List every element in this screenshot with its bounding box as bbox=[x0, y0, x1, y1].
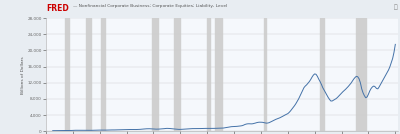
Y-axis label: Billions of Dollars: Billions of Dollars bbox=[21, 56, 25, 94]
Bar bbox=[215, 18, 222, 131]
Bar bbox=[356, 18, 366, 131]
Text: ⤢: ⤢ bbox=[394, 4, 397, 10]
Bar bbox=[264, 18, 266, 131]
Bar bbox=[320, 18, 324, 131]
Bar bbox=[174, 18, 180, 131]
Text: FRED: FRED bbox=[46, 4, 69, 13]
Bar bbox=[207, 18, 210, 131]
Text: — Nonfinancial Corporate Business; Corporate Equities; Liability, Level: — Nonfinancial Corporate Business; Corpo… bbox=[73, 4, 228, 8]
Bar bbox=[65, 18, 69, 131]
Bar bbox=[101, 18, 105, 131]
Bar bbox=[86, 18, 91, 131]
Bar bbox=[152, 18, 158, 131]
